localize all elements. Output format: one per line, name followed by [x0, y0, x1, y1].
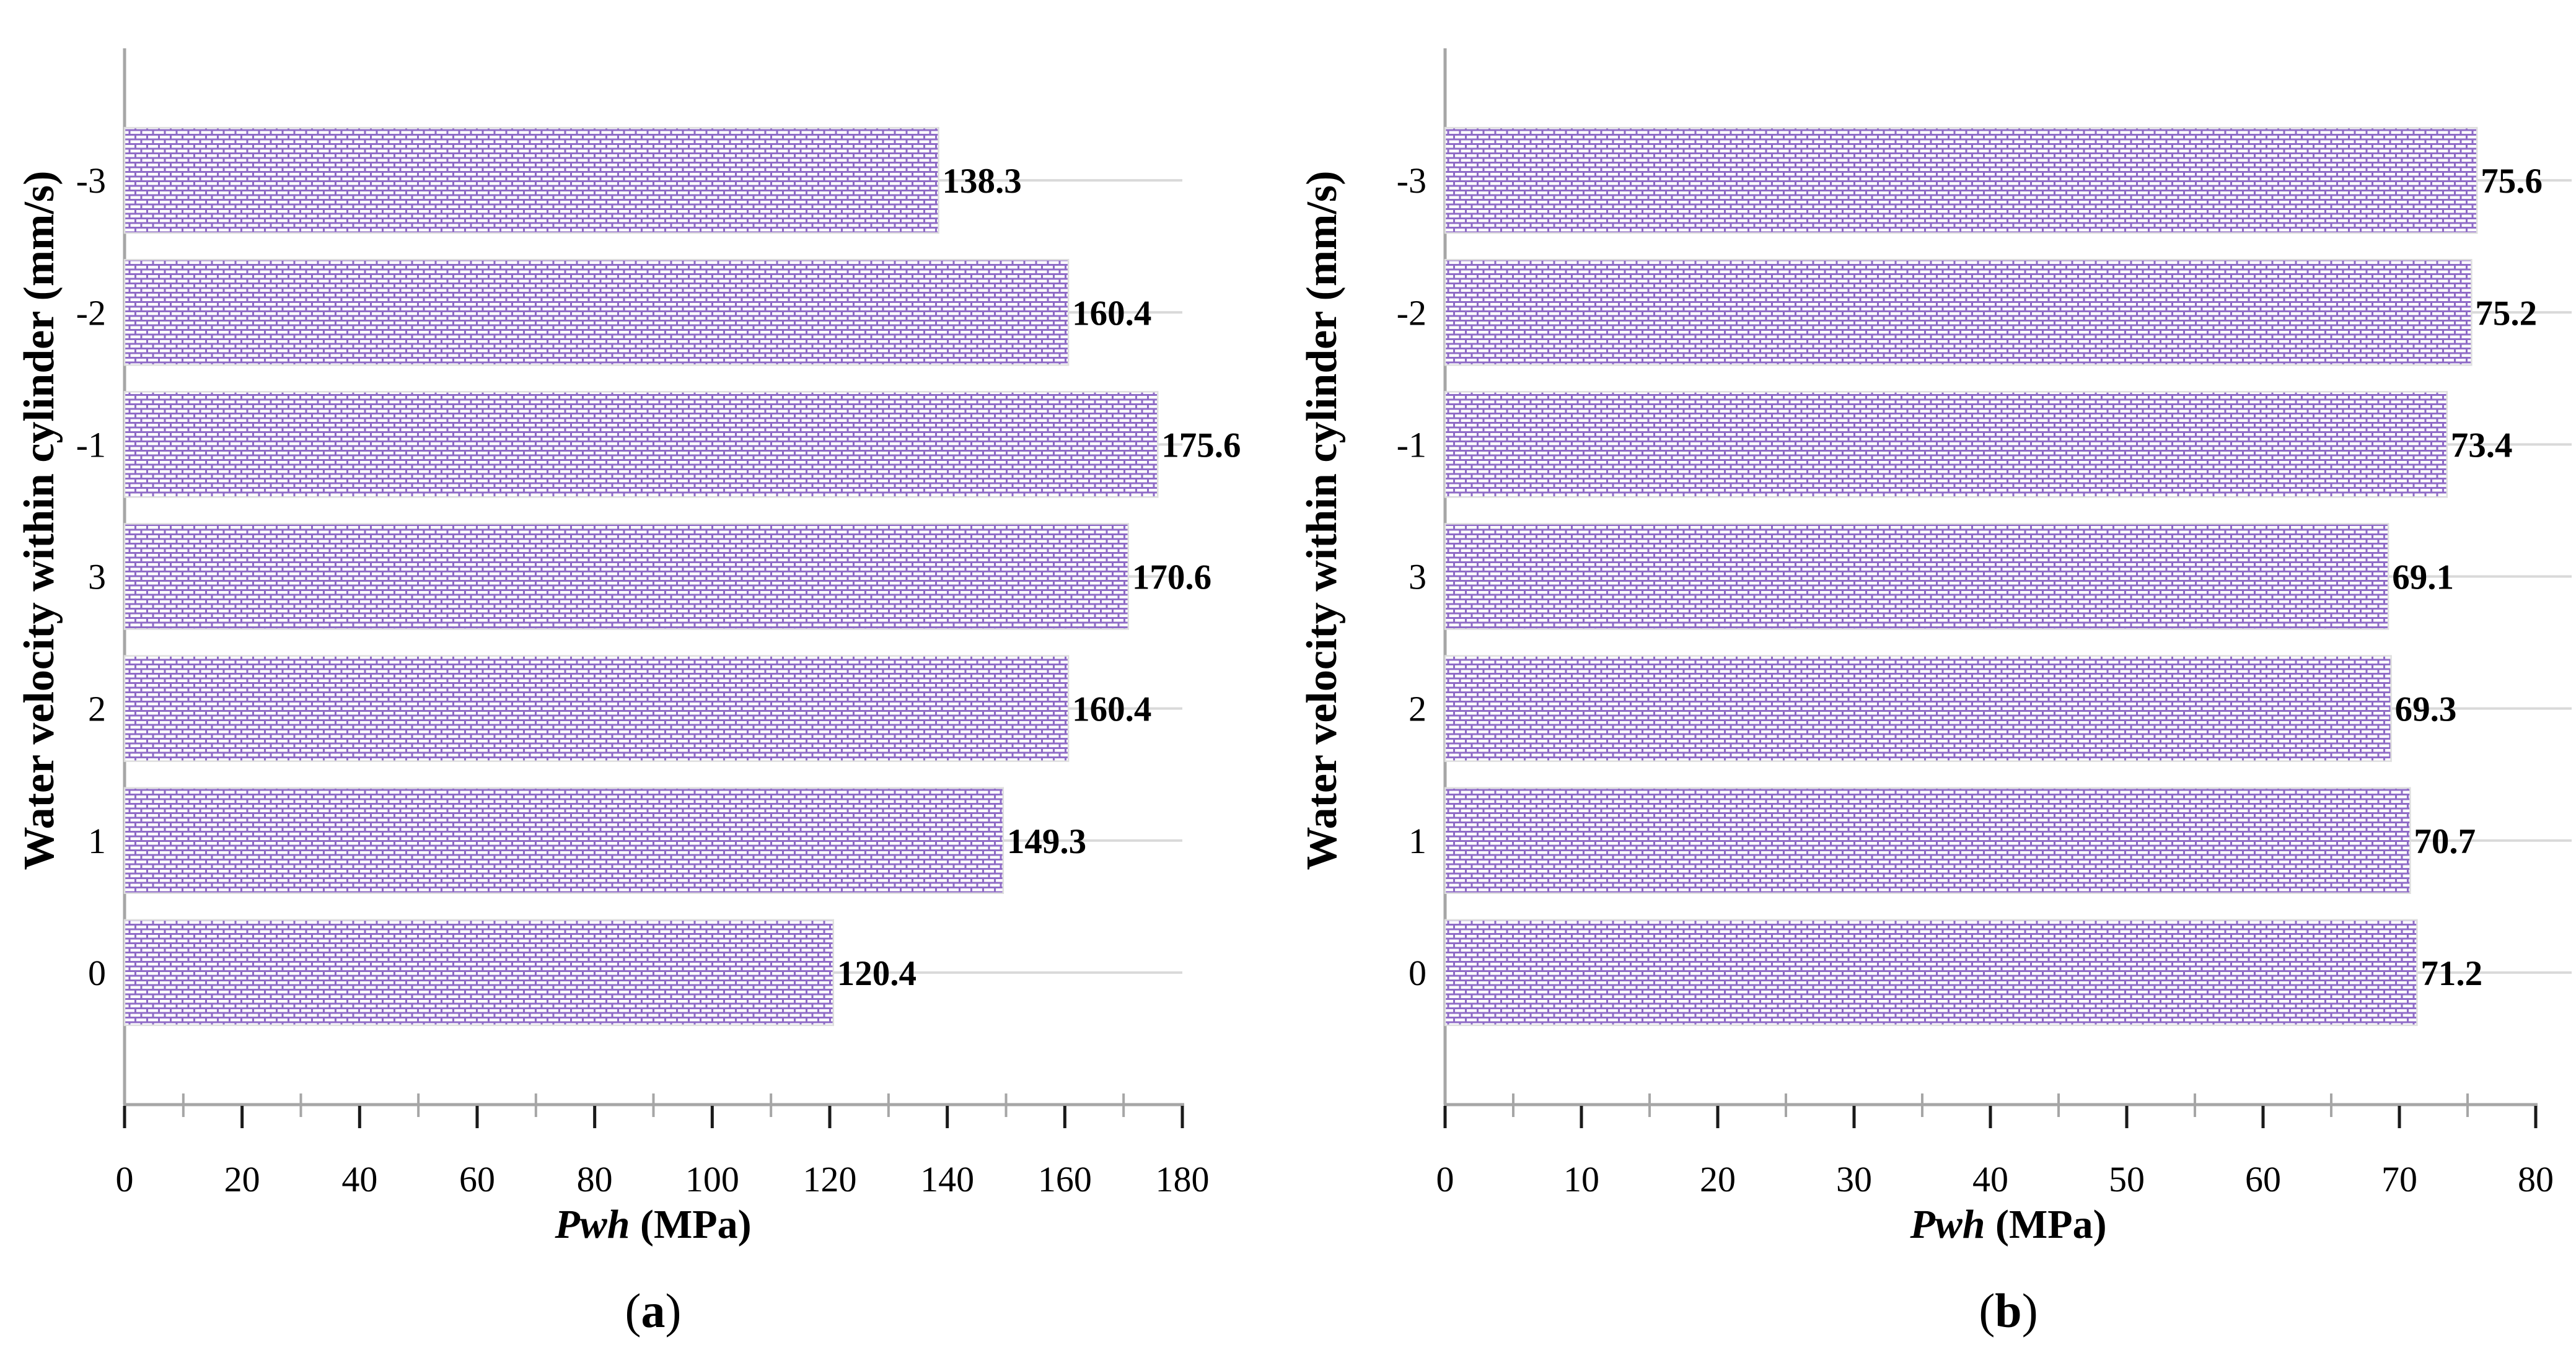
bar-category--3	[1444, 126, 2478, 234]
x-title-variable: Pwh	[554, 1202, 630, 1247]
y-category-label: 3	[1409, 557, 1426, 597]
x-tick-label: 40	[1972, 1159, 2008, 1199]
x-tick-label: 80	[2518, 1159, 2554, 1199]
bar-data-label: 71.2	[2420, 954, 2482, 993]
bar-data-label: 138.3	[943, 162, 1022, 201]
x-axis-title: Pwh (MPa)	[554, 1202, 751, 1247]
y-category-label: 3	[88, 557, 106, 597]
y-category-label: 2	[1409, 689, 1426, 729]
x-tick-label: 120	[803, 1159, 857, 1199]
x-tick-label: 160	[1038, 1159, 1092, 1199]
x-title-variable: Pwh	[1909, 1202, 1985, 1247]
x-tick-label: 30	[1836, 1159, 1872, 1199]
bar-category--1	[123, 391, 1159, 498]
y-category-label: -1	[1397, 424, 1426, 465]
y-category-label: 0	[1409, 953, 1426, 993]
bar-data-label: 73.4	[2451, 426, 2513, 465]
panel-label-b: (b)	[1979, 1284, 2038, 1338]
x-tick-label: 100	[685, 1159, 739, 1199]
x-tick-label: 80	[577, 1159, 613, 1199]
bar-data-label: 75.2	[2475, 294, 2537, 333]
x-axis-title: Pwh (MPa)	[1909, 1202, 2106, 1247]
chart-b: 0 10 20 30 40 50 60 70 80-3-2-1321075.675.273.46…	[1298, 48, 2572, 1338]
x-tick-label: 0	[116, 1159, 134, 1199]
y-category-label: -1	[76, 424, 106, 465]
x-tick-label: 60	[459, 1159, 495, 1199]
y-axis-title: Water velocity within cylinder (mm/s)	[15, 171, 63, 870]
bar-category--1	[1444, 391, 2448, 498]
x-tick-label: 140	[920, 1159, 974, 1199]
charts-layer: 0 20 40 60 80 100 120 140 160 180-3-2-13210138.31…	[15, 48, 2572, 1338]
x-tick-label: 50	[2109, 1159, 2145, 1199]
x-title-unit: (MPa)	[1985, 1202, 2106, 1247]
panel-letter: b	[1995, 1284, 2021, 1338]
panel-letter: a	[641, 1284, 666, 1338]
panel-paren-open: (	[625, 1284, 641, 1338]
y-category-label: 1	[88, 821, 106, 861]
bar-category-1	[1444, 787, 2411, 894]
y-category-label: -2	[1397, 292, 1426, 333]
x-tick-label: 60	[2245, 1159, 2281, 1199]
bar-data-label: 120.4	[837, 954, 917, 993]
bar-data-label: 149.3	[1007, 822, 1086, 861]
bar-data-label: 160.4	[1072, 294, 1151, 333]
x-title-unit: (MPa)	[630, 1202, 751, 1247]
bar-category--2	[123, 259, 1070, 366]
x-tick-label: 180	[1156, 1159, 1210, 1199]
y-category-label: 0	[88, 953, 106, 993]
bar-category--3	[123, 126, 939, 234]
bar-data-label: 160.4	[1072, 690, 1151, 729]
bar-data-label: 69.1	[2392, 558, 2454, 597]
y-category-label: -3	[76, 160, 106, 201]
y-category-label: -3	[1397, 160, 1426, 201]
panel-paren-close: )	[666, 1284, 682, 1338]
chart-a: 0 20 40 60 80 100 120 140 160 180 -3 -2 -1 3 2 1 0 138.3 1…	[15, 48, 1241, 1338]
x-tick-label: 40	[341, 1159, 377, 1199]
x-tick-label: 10	[1563, 1159, 1599, 1199]
y-category-label: -2	[76, 292, 106, 333]
x-tick-label: 20	[224, 1159, 260, 1199]
bar-data-label: 70.7	[2414, 822, 2476, 861]
panel-label-a: (a)	[625, 1284, 682, 1338]
panel-paren-close: )	[2022, 1284, 2038, 1338]
bar-data-label: 175.6	[1161, 426, 1241, 465]
bar-category-3	[123, 523, 1130, 630]
bar-data-label: 170.6	[1132, 558, 1211, 597]
bar-category-0	[1444, 919, 2418, 1027]
y-category-label: 2	[88, 689, 106, 729]
bar-category-3	[1444, 523, 2389, 630]
x-tick-label: 70	[2381, 1159, 2417, 1199]
bar-category-1	[123, 787, 1004, 894]
bar-category-0	[123, 919, 835, 1027]
bar-category-2	[1444, 655, 2392, 762]
y-axis-title: Water velocity within cylinder (mm/s)	[1298, 171, 1346, 870]
bar-category-2	[123, 655, 1070, 762]
bar-data-label: 75.6	[2481, 162, 2543, 201]
panel-paren-open: (	[1979, 1284, 1995, 1338]
bar-category--2	[1444, 259, 2473, 366]
bar-data-label: 69.3	[2395, 690, 2457, 729]
x-tick-label: 20	[1700, 1159, 1736, 1199]
y-category-label: 1	[1409, 821, 1426, 861]
x-tick-label: 0	[1436, 1159, 1454, 1199]
